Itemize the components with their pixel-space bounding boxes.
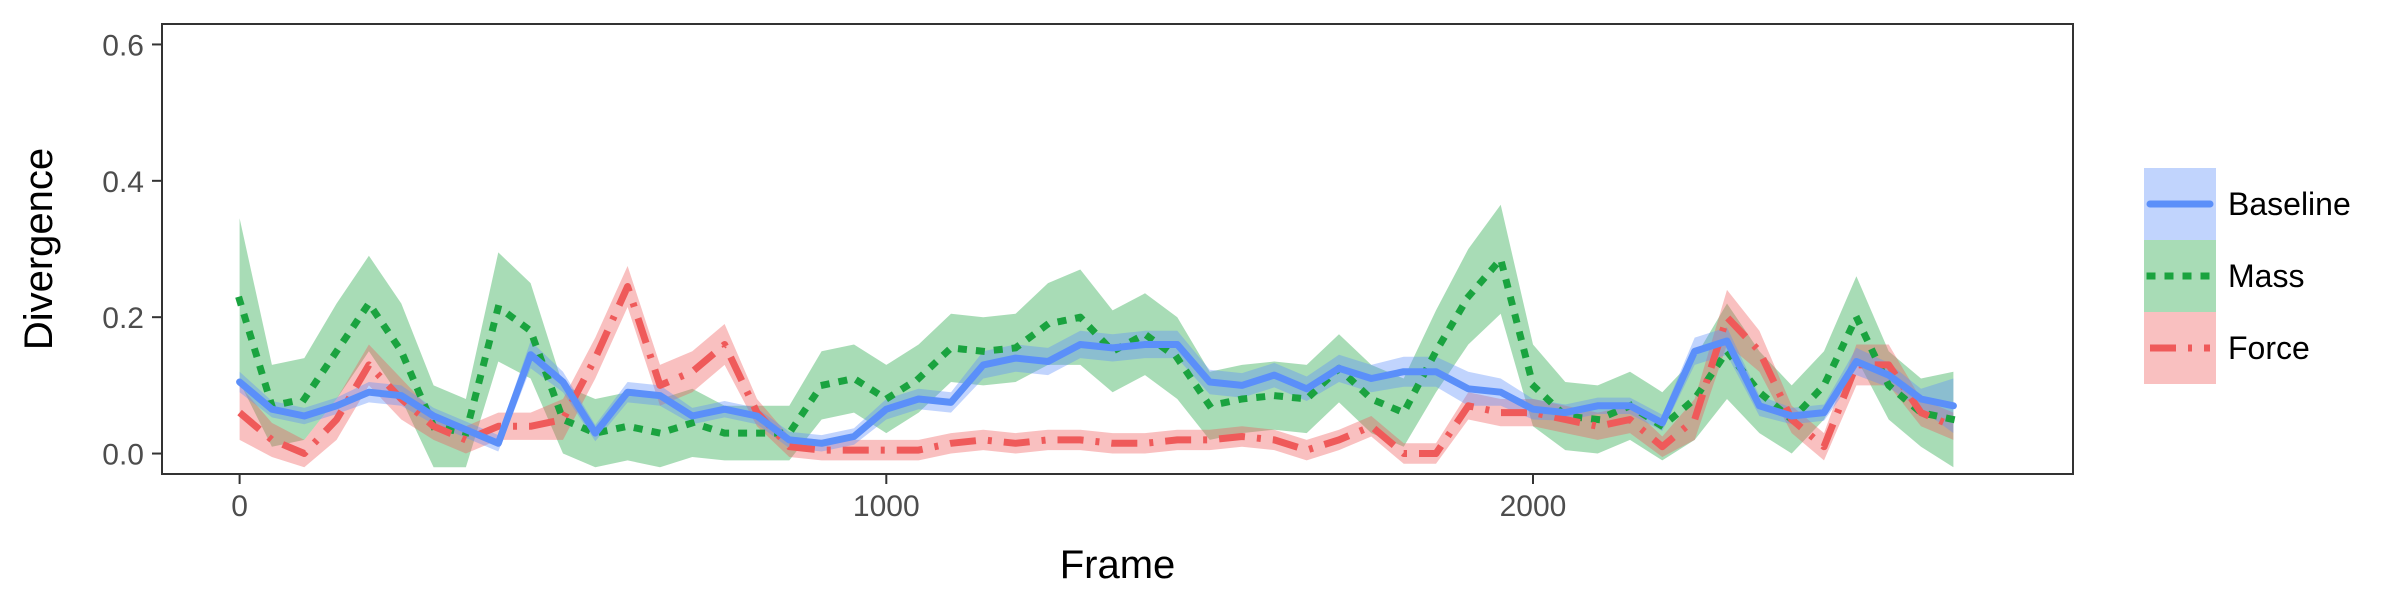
- band-baseline: [239, 327, 1954, 452]
- line-baseline: [236, 337, 1957, 447]
- line-force: [237, 283, 1955, 457]
- y-tick-label: 0.2: [102, 302, 144, 335]
- series-lines: [235, 255, 1958, 457]
- y-tick-label: 0.6: [102, 29, 144, 62]
- plot-border: [161, 23, 2074, 475]
- x-tick-label: 1000: [853, 490, 920, 523]
- y-tick-label: 0.0: [102, 439, 144, 472]
- line-mass: [235, 255, 1958, 437]
- band-force: [239, 266, 1954, 468]
- legend-label: Mass: [2228, 258, 2304, 294]
- legend-label: Force: [2228, 330, 2310, 366]
- legend-label: Baseline: [2228, 186, 2351, 222]
- y-tick-label: 0.4: [102, 166, 144, 199]
- legend-item-baseline: Baseline: [2144, 168, 2351, 240]
- x-axis-title: Frame: [1060, 543, 1176, 587]
- y-axis-title: Divergence: [17, 148, 61, 350]
- legend-item-force: Force: [2144, 312, 2310, 384]
- y-axis: 0.0 0.2 0.4 0.6: [102, 29, 162, 472]
- legend: Baseline Mass Force: [2144, 168, 2351, 384]
- x-tick-label: 2000: [1500, 490, 1567, 523]
- x-tick-label: 0: [231, 490, 248, 523]
- legend-item-mass: Mass: [2144, 240, 2304, 312]
- x-axis: 0 1000 2000: [231, 474, 1566, 523]
